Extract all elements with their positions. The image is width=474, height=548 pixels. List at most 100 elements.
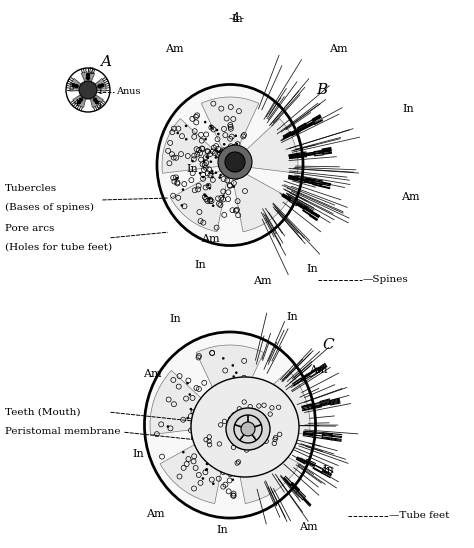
Text: In: In [216,525,228,535]
Circle shape [210,407,213,409]
Wedge shape [201,97,259,165]
Circle shape [225,420,228,423]
Circle shape [223,466,226,468]
Text: Am: Am [164,44,183,54]
Circle shape [219,174,222,176]
Text: Am: Am [401,192,419,202]
Circle shape [186,382,189,385]
Text: In: In [231,14,243,24]
Wedge shape [230,370,310,435]
Text: In: In [194,260,206,270]
Circle shape [226,154,228,157]
Circle shape [205,469,208,471]
Circle shape [202,176,204,178]
Circle shape [212,482,215,485]
Text: Am: Am [328,44,347,54]
Circle shape [211,176,214,179]
Circle shape [218,419,220,421]
Wedge shape [88,78,106,92]
Text: Am: Am [143,369,161,379]
Text: (Holes for tube feet): (Holes for tube feet) [5,243,112,252]
Text: B: B [316,83,328,97]
Circle shape [235,134,237,137]
Circle shape [166,425,169,428]
Circle shape [78,101,81,104]
Circle shape [182,451,185,454]
Circle shape [217,133,219,135]
Circle shape [212,204,214,207]
Circle shape [199,443,201,446]
Circle shape [101,84,104,87]
Circle shape [231,170,234,173]
Circle shape [227,412,229,414]
Text: 4: 4 [74,100,80,109]
Circle shape [236,142,238,145]
Circle shape [80,98,82,101]
Circle shape [203,194,206,197]
Text: Am: Am [299,522,317,532]
Wedge shape [160,425,230,504]
Circle shape [93,98,97,101]
Circle shape [209,172,211,174]
Circle shape [186,417,189,419]
Circle shape [176,176,179,179]
Circle shape [201,444,204,447]
Circle shape [95,101,98,104]
Circle shape [204,419,206,421]
Text: C: C [322,338,334,352]
Wedge shape [162,118,230,173]
Circle shape [233,402,236,404]
Circle shape [189,393,191,396]
Circle shape [224,172,227,174]
Text: 5: 5 [95,100,101,110]
Circle shape [231,393,234,395]
Circle shape [211,170,213,173]
Wedge shape [230,425,300,504]
Text: Peristomal membrane: Peristomal membrane [5,427,120,437]
Text: Am: Am [201,234,219,244]
Circle shape [191,160,194,162]
Circle shape [232,375,235,378]
Text: —Tube feet: —Tube feet [389,511,449,521]
Ellipse shape [145,333,315,517]
Wedge shape [196,345,264,425]
Text: Tubercles: Tubercles [5,184,57,193]
Wedge shape [81,72,95,90]
Circle shape [176,132,179,134]
Wedge shape [230,165,290,232]
Circle shape [220,431,223,433]
Text: In: In [169,314,181,324]
Circle shape [204,121,207,123]
Circle shape [228,435,230,438]
Text: In: In [322,465,334,475]
Ellipse shape [191,377,299,477]
Circle shape [72,84,75,87]
Circle shape [232,384,235,386]
Circle shape [225,152,245,172]
Circle shape [218,151,220,153]
Circle shape [208,197,211,199]
Text: Teeth (Mouth): Teeth (Mouth) [5,408,81,416]
Circle shape [215,172,217,174]
Circle shape [203,193,206,196]
Text: 3: 3 [68,83,74,93]
Wedge shape [73,90,88,107]
Circle shape [215,428,217,431]
Circle shape [220,395,223,397]
Circle shape [210,392,212,395]
Circle shape [207,156,209,159]
Circle shape [215,149,218,152]
Circle shape [231,478,234,481]
Wedge shape [88,90,103,107]
Circle shape [206,422,209,425]
Ellipse shape [226,408,270,450]
Circle shape [86,73,90,77]
Circle shape [235,407,238,410]
Circle shape [232,185,235,188]
Text: Am: Am [253,276,271,286]
Circle shape [225,437,228,440]
Circle shape [235,372,237,374]
Circle shape [86,77,90,79]
Wedge shape [230,118,298,173]
Circle shape [199,172,201,174]
